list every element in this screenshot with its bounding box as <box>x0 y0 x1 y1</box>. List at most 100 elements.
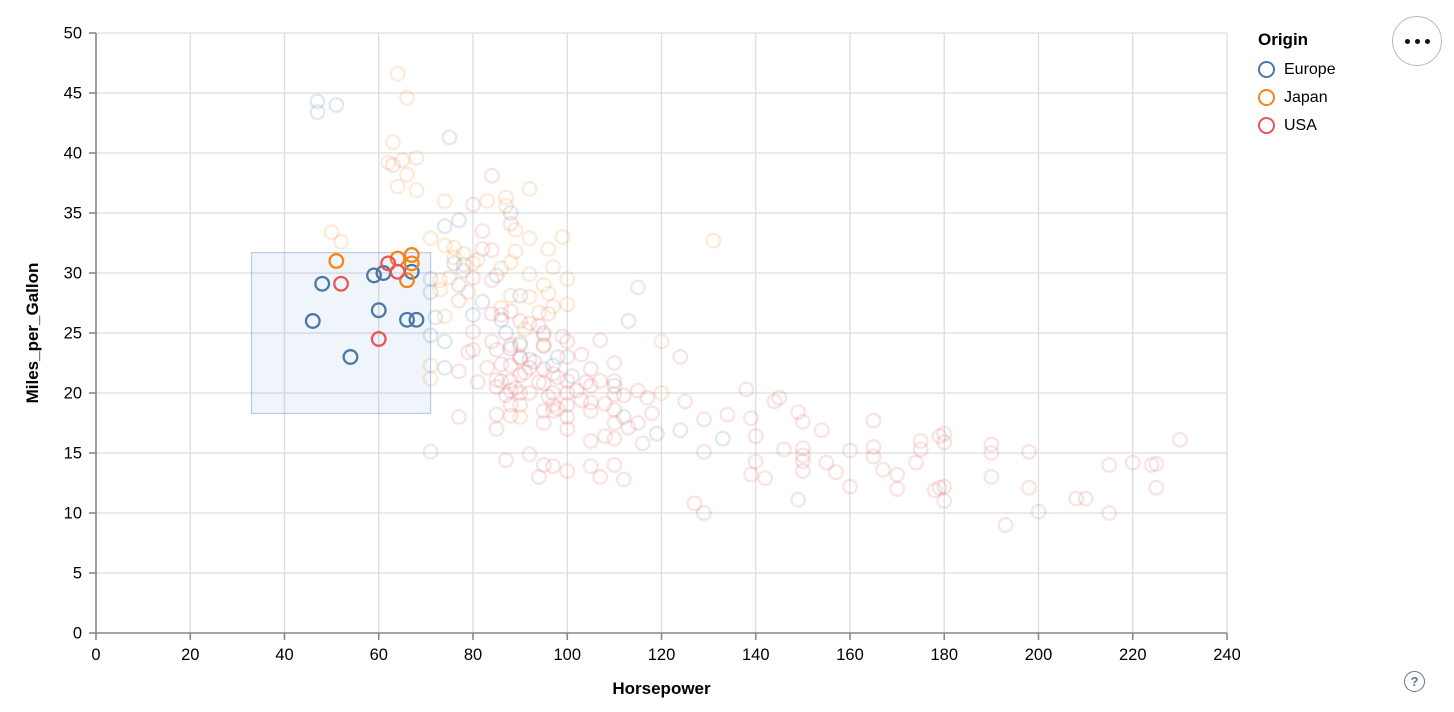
data-point-japan[interactable] <box>507 243 524 260</box>
data-point-usa[interactable] <box>540 388 557 405</box>
data-point-europe[interactable] <box>535 325 552 341</box>
data-point-usa[interactable] <box>582 433 599 449</box>
data-point-japan[interactable] <box>545 397 562 413</box>
data-point-europe[interactable] <box>545 357 562 374</box>
data-point-usa[interactable] <box>559 333 576 350</box>
data-point-usa[interactable] <box>743 466 759 483</box>
data-point-japan[interactable] <box>394 152 411 169</box>
data-point-usa[interactable] <box>465 196 481 213</box>
data-point-usa[interactable] <box>559 349 576 365</box>
data-point-europe[interactable] <box>465 307 481 323</box>
data-point-usa[interactable] <box>493 356 510 373</box>
data-point-usa[interactable] <box>465 323 481 340</box>
data-point-europe[interactable] <box>502 340 519 357</box>
data-point-europe[interactable] <box>488 267 505 284</box>
data-point-usa[interactable] <box>936 493 953 509</box>
data-point-europe[interactable] <box>450 212 467 229</box>
data-point-usa[interactable] <box>592 373 609 389</box>
data-point-japan[interactable] <box>498 197 514 214</box>
data-point-usa[interactable] <box>597 428 613 445</box>
data-point-japan[interactable] <box>436 193 453 209</box>
data-point-japan[interactable] <box>441 269 458 286</box>
data-point-usa[interactable] <box>931 428 948 445</box>
data-point-europe[interactable] <box>422 284 439 301</box>
data-point-japan-selected[interactable] <box>328 253 345 269</box>
data-point-usa[interactable] <box>615 387 632 404</box>
data-point-usa[interactable] <box>908 454 924 471</box>
data-point-japan[interactable] <box>545 259 562 275</box>
data-point-usa[interactable] <box>875 461 891 478</box>
data-point-usa[interactable] <box>502 397 519 413</box>
data-point-usa[interactable] <box>493 307 510 323</box>
data-point-japan[interactable] <box>531 304 547 321</box>
data-point-usa[interactable] <box>502 215 519 232</box>
data-point-usa[interactable] <box>531 469 547 485</box>
data-point-usa[interactable] <box>983 445 1000 461</box>
data-point-europe[interactable] <box>648 425 665 442</box>
data-point-usa[interactable] <box>502 373 519 389</box>
data-point-japan[interactable] <box>653 385 670 401</box>
data-point-japan[interactable] <box>540 241 557 257</box>
data-point-usa[interactable] <box>535 457 552 473</box>
data-point-japan[interactable] <box>408 149 425 166</box>
data-point-europe[interactable] <box>450 277 467 293</box>
data-point-usa[interactable] <box>936 425 953 442</box>
data-point-usa[interactable] <box>512 313 529 329</box>
data-point-usa[interactable] <box>554 328 571 345</box>
data-point-usa[interactable] <box>502 382 519 399</box>
data-point-usa[interactable] <box>450 363 467 380</box>
data-point-usa[interactable] <box>1021 479 1038 496</box>
data-point-japan[interactable] <box>422 370 439 387</box>
data-point-japan[interactable] <box>498 189 514 206</box>
data-point-japan[interactable] <box>399 166 415 183</box>
data-point-usa-selected[interactable] <box>389 263 406 280</box>
data-point-usa[interactable] <box>747 428 764 445</box>
data-point-japan[interactable] <box>545 298 562 315</box>
data-point-usa[interactable] <box>545 365 562 382</box>
data-point-japan[interactable] <box>493 260 510 277</box>
data-point-usa[interactable] <box>926 482 943 499</box>
data-point-usa[interactable] <box>1171 431 1188 448</box>
data-point-usa[interactable] <box>592 332 609 349</box>
data-point-usa[interactable] <box>559 397 576 413</box>
data-point-usa[interactable] <box>615 471 632 488</box>
data-point-europe-selected[interactable] <box>370 302 387 319</box>
data-point-usa[interactable] <box>794 440 811 457</box>
data-point-usa[interactable] <box>483 333 500 350</box>
data-point-usa[interactable] <box>483 272 500 289</box>
data-point-usa[interactable] <box>827 464 844 481</box>
data-point-europe[interactable] <box>422 271 439 287</box>
data-point-usa[interactable] <box>889 481 906 497</box>
actions-menu-button[interactable] <box>1392 16 1442 66</box>
data-point-usa[interactable] <box>483 167 500 184</box>
data-point-europe[interactable] <box>606 377 623 394</box>
data-point-usa[interactable] <box>502 337 519 353</box>
data-point-japan[interactable] <box>521 181 538 197</box>
data-point-usa[interactable] <box>865 412 882 429</box>
data-point-usa[interactable] <box>582 458 599 475</box>
data-point-usa[interactable] <box>559 385 576 401</box>
data-point-usa[interactable] <box>629 415 646 431</box>
data-point-usa[interactable] <box>535 361 552 377</box>
data-point-japan[interactable] <box>705 232 722 249</box>
data-point-europe[interactable] <box>549 349 566 365</box>
data-point-usa[interactable] <box>813 422 830 439</box>
data-point-usa[interactable] <box>936 478 953 495</box>
data-point-japan[interactable] <box>446 239 463 256</box>
data-point-japan[interactable] <box>460 284 477 301</box>
data-point-usa[interactable] <box>474 223 491 239</box>
data-point-japan[interactable] <box>432 281 448 298</box>
data-point-usa[interactable] <box>559 409 576 425</box>
data-point-usa[interactable] <box>1143 457 1160 473</box>
data-point-usa[interactable] <box>1021 443 1038 460</box>
data-point-usa[interactable] <box>672 349 689 365</box>
data-point-usa[interactable] <box>573 392 590 409</box>
data-point-japan[interactable] <box>380 154 397 171</box>
data-point-usa[interactable] <box>794 413 811 430</box>
data-point-europe[interactable] <box>620 313 637 329</box>
data-point-japan[interactable] <box>559 271 576 287</box>
data-point-usa[interactable] <box>1148 479 1165 496</box>
data-point-japan[interactable] <box>521 289 538 305</box>
data-point-usa[interactable] <box>1068 490 1085 507</box>
data-point-usa[interactable] <box>606 457 623 473</box>
